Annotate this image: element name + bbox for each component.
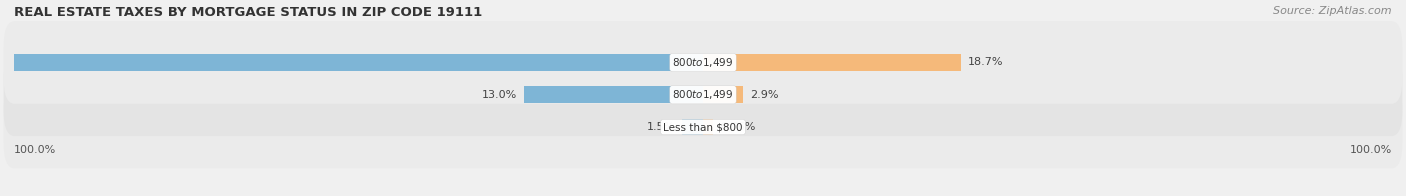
Bar <box>703 86 742 103</box>
Bar <box>682 119 703 135</box>
Text: REAL ESTATE TAXES BY MORTGAGE STATUS IN ZIP CODE 19111: REAL ESTATE TAXES BY MORTGAGE STATUS IN … <box>14 6 482 19</box>
Text: Source: ZipAtlas.com: Source: ZipAtlas.com <box>1274 6 1392 16</box>
Text: $800 to $1,499: $800 to $1,499 <box>672 56 734 69</box>
Bar <box>703 54 960 71</box>
Text: 100.0%: 100.0% <box>1350 145 1392 155</box>
FancyBboxPatch shape <box>4 21 1402 104</box>
Text: 1.5%: 1.5% <box>647 122 675 132</box>
Text: 0.76%: 0.76% <box>720 122 756 132</box>
FancyBboxPatch shape <box>4 54 1402 136</box>
FancyBboxPatch shape <box>4 86 1402 168</box>
Bar <box>703 119 713 135</box>
Text: Less than $800: Less than $800 <box>664 122 742 132</box>
Text: $800 to $1,499: $800 to $1,499 <box>672 88 734 101</box>
Text: 18.7%: 18.7% <box>967 57 1002 67</box>
Bar <box>0 54 703 71</box>
Text: 100.0%: 100.0% <box>14 145 56 155</box>
Bar <box>524 86 703 103</box>
Text: 13.0%: 13.0% <box>482 90 517 100</box>
Text: 2.9%: 2.9% <box>749 90 779 100</box>
